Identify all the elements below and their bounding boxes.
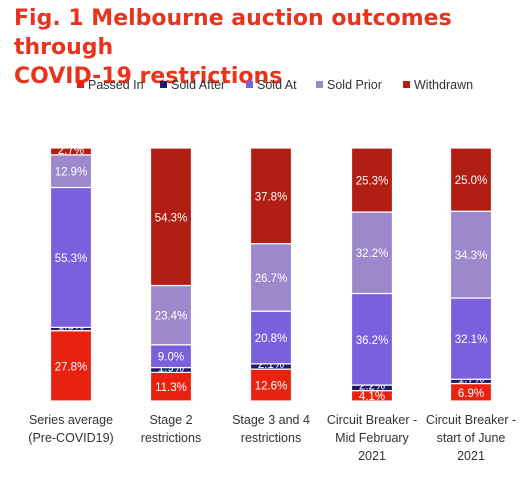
bar-segment-3-4 [350, 147, 394, 213]
legend-label-1: Sold After [171, 78, 225, 92]
bar-segment-0-2 [49, 186, 93, 328]
chart-title-line-1: Fig. 1 Melbourne auction outcomes throug… [14, 6, 452, 60]
bar-segment-1-0 [149, 371, 193, 402]
category-label-2: Stage 3 and 4 restrictions [232, 413, 310, 445]
category-label-line: restrictions [141, 431, 201, 445]
category-label-3: Circuit Breaker - Mid February 2021 [327, 413, 417, 463]
legend-swatch-1 [160, 81, 167, 88]
category-label-1: Stage 2 restrictions [141, 413, 201, 445]
data-label-1-0: 11.3% [155, 382, 187, 394]
chart-title: Fig. 1 Melbourne auction outcomes throug… [14, 4, 522, 91]
legend-label-0: Passed In [88, 78, 144, 92]
legend-swatch-0 [77, 81, 84, 88]
bar-segment-2-0 [249, 368, 293, 402]
bar-segment-4-4 [449, 147, 493, 212]
category-label-line: 2021 [358, 449, 386, 463]
legend-swatch-4 [403, 81, 410, 88]
bar-segment-3-3 [350, 211, 394, 295]
legend-label-3: Sold Prior [327, 78, 382, 92]
category-label-line: (Pre-COVID19) [28, 431, 113, 445]
bar-segment-3-2 [350, 292, 394, 386]
data-label-1-4: 54.3% [155, 212, 188, 224]
data-label-4-0: 6.9% [458, 388, 484, 400]
category-label-line: restrictions [241, 431, 301, 445]
data-label-2-3: 26.7% [255, 273, 288, 285]
category-label-line: 2021 [457, 449, 485, 463]
data-label-0-2: 55.3% [55, 253, 88, 265]
data-label-2-2: 20.8% [255, 333, 288, 345]
bar-segment-2-3 [249, 243, 293, 312]
legend-swatch-2 [246, 81, 253, 88]
data-label-3-3: 32.2% [356, 248, 389, 260]
data-label-0-4: 2.7% [58, 145, 84, 157]
bar-segment-2-2 [249, 310, 293, 365]
bar-segment-1-4 [149, 147, 193, 287]
category-label-4: Circuit Breaker - start of June 2021 [426, 413, 516, 463]
category-label-line: start of June [437, 431, 506, 445]
data-label-0-0: 27.8% [55, 361, 88, 373]
category-label-line: Circuit Breaker - [327, 413, 417, 427]
category-label-line: Stage 2 [149, 413, 192, 427]
data-label-2-4: 37.8% [255, 191, 288, 203]
bar-segment-2-4 [249, 147, 293, 245]
legend-label-2: Sold At [257, 78, 297, 92]
bar-segment-0-4 [49, 147, 93, 156]
category-label-line: Series average [29, 413, 113, 427]
category-label-line: Circuit Breaker - [426, 413, 516, 427]
data-label-4-3: 34.3% [455, 250, 488, 262]
data-label-4-2: 32.1% [455, 334, 488, 346]
category-label-line: Mid February [335, 431, 409, 445]
category-label-line: Stage 3 and 4 [232, 413, 310, 427]
bar-segment-4-3 [449, 210, 493, 299]
data-label-3-4: 25.3% [356, 176, 389, 188]
data-label-2-0: 12.6% [255, 381, 288, 393]
data-label-1-3: 23.4% [155, 311, 188, 323]
data-label-4-4: 25.0% [455, 175, 488, 187]
bar-segment-1-3 [149, 284, 193, 346]
chart-title-line-2: COVID-19 restrictions [14, 64, 283, 89]
data-label-0-3: 12.9% [55, 167, 88, 179]
data-label-3-2: 36.2% [356, 335, 389, 347]
legend-label-4: Withdrawn [414, 78, 473, 92]
category-label-0: Series average (Pre-COVID19) [28, 413, 113, 445]
bar-segment-4-2 [449, 297, 493, 380]
legend-swatch-3 [316, 81, 323, 88]
data-label-1-2: 9.0% [158, 352, 184, 364]
data-label-3-0: 4.1% [359, 391, 385, 403]
